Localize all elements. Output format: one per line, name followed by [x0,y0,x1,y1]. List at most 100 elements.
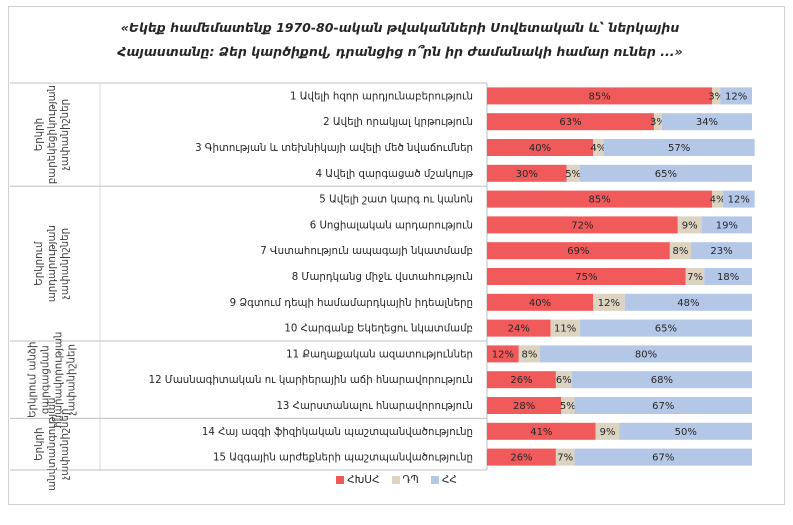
bar-segment [701,216,752,234]
bar-segment [487,113,654,131]
group-label: չափանիշներ [60,99,71,170]
bar-segment [574,448,752,466]
data-label: 3% [708,91,724,102]
data-label: 68% [651,375,673,386]
category-label: 6 Սոցիալական արդարություն [310,220,473,231]
group-label: Երկրի [34,118,45,151]
bar-segment [624,293,752,311]
group-label: հնարավորության [54,332,65,428]
bar-segment [653,113,662,131]
data-label: 72% [571,220,593,231]
bar-segment [603,139,755,156]
category-label: 12 Մասնագիտական ու կարիերային աճի հնարավ… [149,375,473,386]
bar-segment [487,422,596,440]
data-label: 5% [565,169,581,180]
bar-segment [487,87,713,105]
bar-segment [487,268,686,285]
data-label: 67% [652,401,674,412]
bar-segment [561,397,575,414]
category-label: 2 Ավելի որակյալ կրթություն [323,117,473,128]
data-label: 24% [508,324,530,335]
data-label: 26% [510,453,532,464]
group-label: Երկրի [34,428,45,461]
bar-segment [555,448,575,466]
bar-segment [487,216,678,234]
data-label: 50% [675,427,697,438]
group-label: չափանիշներ [60,228,71,299]
chart-title: «Եկեք համեմատենք 1970-80-ական թվականների… [117,20,683,59]
data-label: 63% [559,117,581,128]
bar-segment [619,422,752,440]
category-label: 15 Ազգային արժեքների պաշտպանվածությունը [213,453,473,464]
data-label: 4% [710,195,726,206]
data-label: 65% [655,324,677,335]
bar-segment [722,190,755,208]
data-label: 28% [513,401,535,412]
data-label: 9% [682,220,698,231]
category-label: 11 Քաղաքական ազատություններ [286,349,473,360]
bar-segment [579,319,752,337]
legend-item: ՀԽՍՀ [336,474,380,486]
data-label: 6% [556,375,572,386]
bar-segment [571,371,752,389]
data-label: 12% [492,349,514,360]
bar-segment [487,242,670,260]
legend-swatch [391,476,400,484]
bar-segment [593,293,625,311]
bar-segment [685,268,705,285]
legend-item: ՀՀ [430,474,457,486]
data-label: 7% [557,453,573,464]
group-label: արդարության [47,225,58,302]
bar-segment [550,319,580,337]
data-label: 40% [529,143,551,154]
legend-label: ՀՀ [441,474,457,486]
group-label: բարեկեցիկության [47,85,58,184]
data-label: 85% [589,195,611,206]
legend-swatch [336,476,345,484]
bar-segment [540,345,752,363]
bar-segment [487,319,551,337]
data-label: 48% [677,298,699,309]
bar-segment [487,345,519,363]
data-label: 30% [516,169,538,180]
bar-segment [669,242,692,260]
bar-segment [566,164,580,182]
category-label: 9 Ձգտում դեպի համամարդկային իդեալները [230,298,473,309]
legend-label: ԴՊ [402,474,419,486]
bar-segment [487,293,593,311]
bar-segment [487,448,556,466]
data-label: 4% [590,143,606,154]
category-label: 4 Ավելի զարգացած մշակույթ [316,169,474,180]
data-label: 40% [529,298,551,309]
bar-segment [518,345,540,363]
chart-legend: ՀԽՍՀ ԴՊ ՀՀ [0,474,793,487]
data-label: 3% [650,117,666,128]
legend-swatch [430,476,439,484]
data-label: 41% [530,427,552,438]
data-label: 9% [600,427,616,438]
category-label: 7 Վստահություն ապագայի նկատմամբ [260,246,473,257]
data-label: 85% [589,91,611,102]
bar-segment [720,87,752,105]
data-label: 7% [687,272,703,283]
bar-segment [712,190,723,208]
bar-segment [487,164,567,182]
category-label: 8 Մարդկանց միջև վստահություն [292,272,473,283]
bar-segment [487,397,562,414]
bar-segment [487,190,713,208]
data-label: 67% [652,453,674,464]
data-label: 26% [510,375,532,386]
group-label: չափանիշներ [67,344,78,415]
bar-segment [593,139,604,156]
legend-label: ՀԽՍՀ [347,474,380,486]
bar-segment [677,216,702,234]
bar-segment [579,164,752,182]
legend-item: ԴՊ [391,474,419,486]
bar-segment [661,113,752,131]
bar-segment [691,242,752,260]
data-label: 8% [673,246,689,257]
data-label: 69% [567,246,589,257]
category-label: 3 Գիտության և տեխնիկայի ավելի մեծ նվաճու… [195,143,473,154]
bar-segment [555,371,572,389]
